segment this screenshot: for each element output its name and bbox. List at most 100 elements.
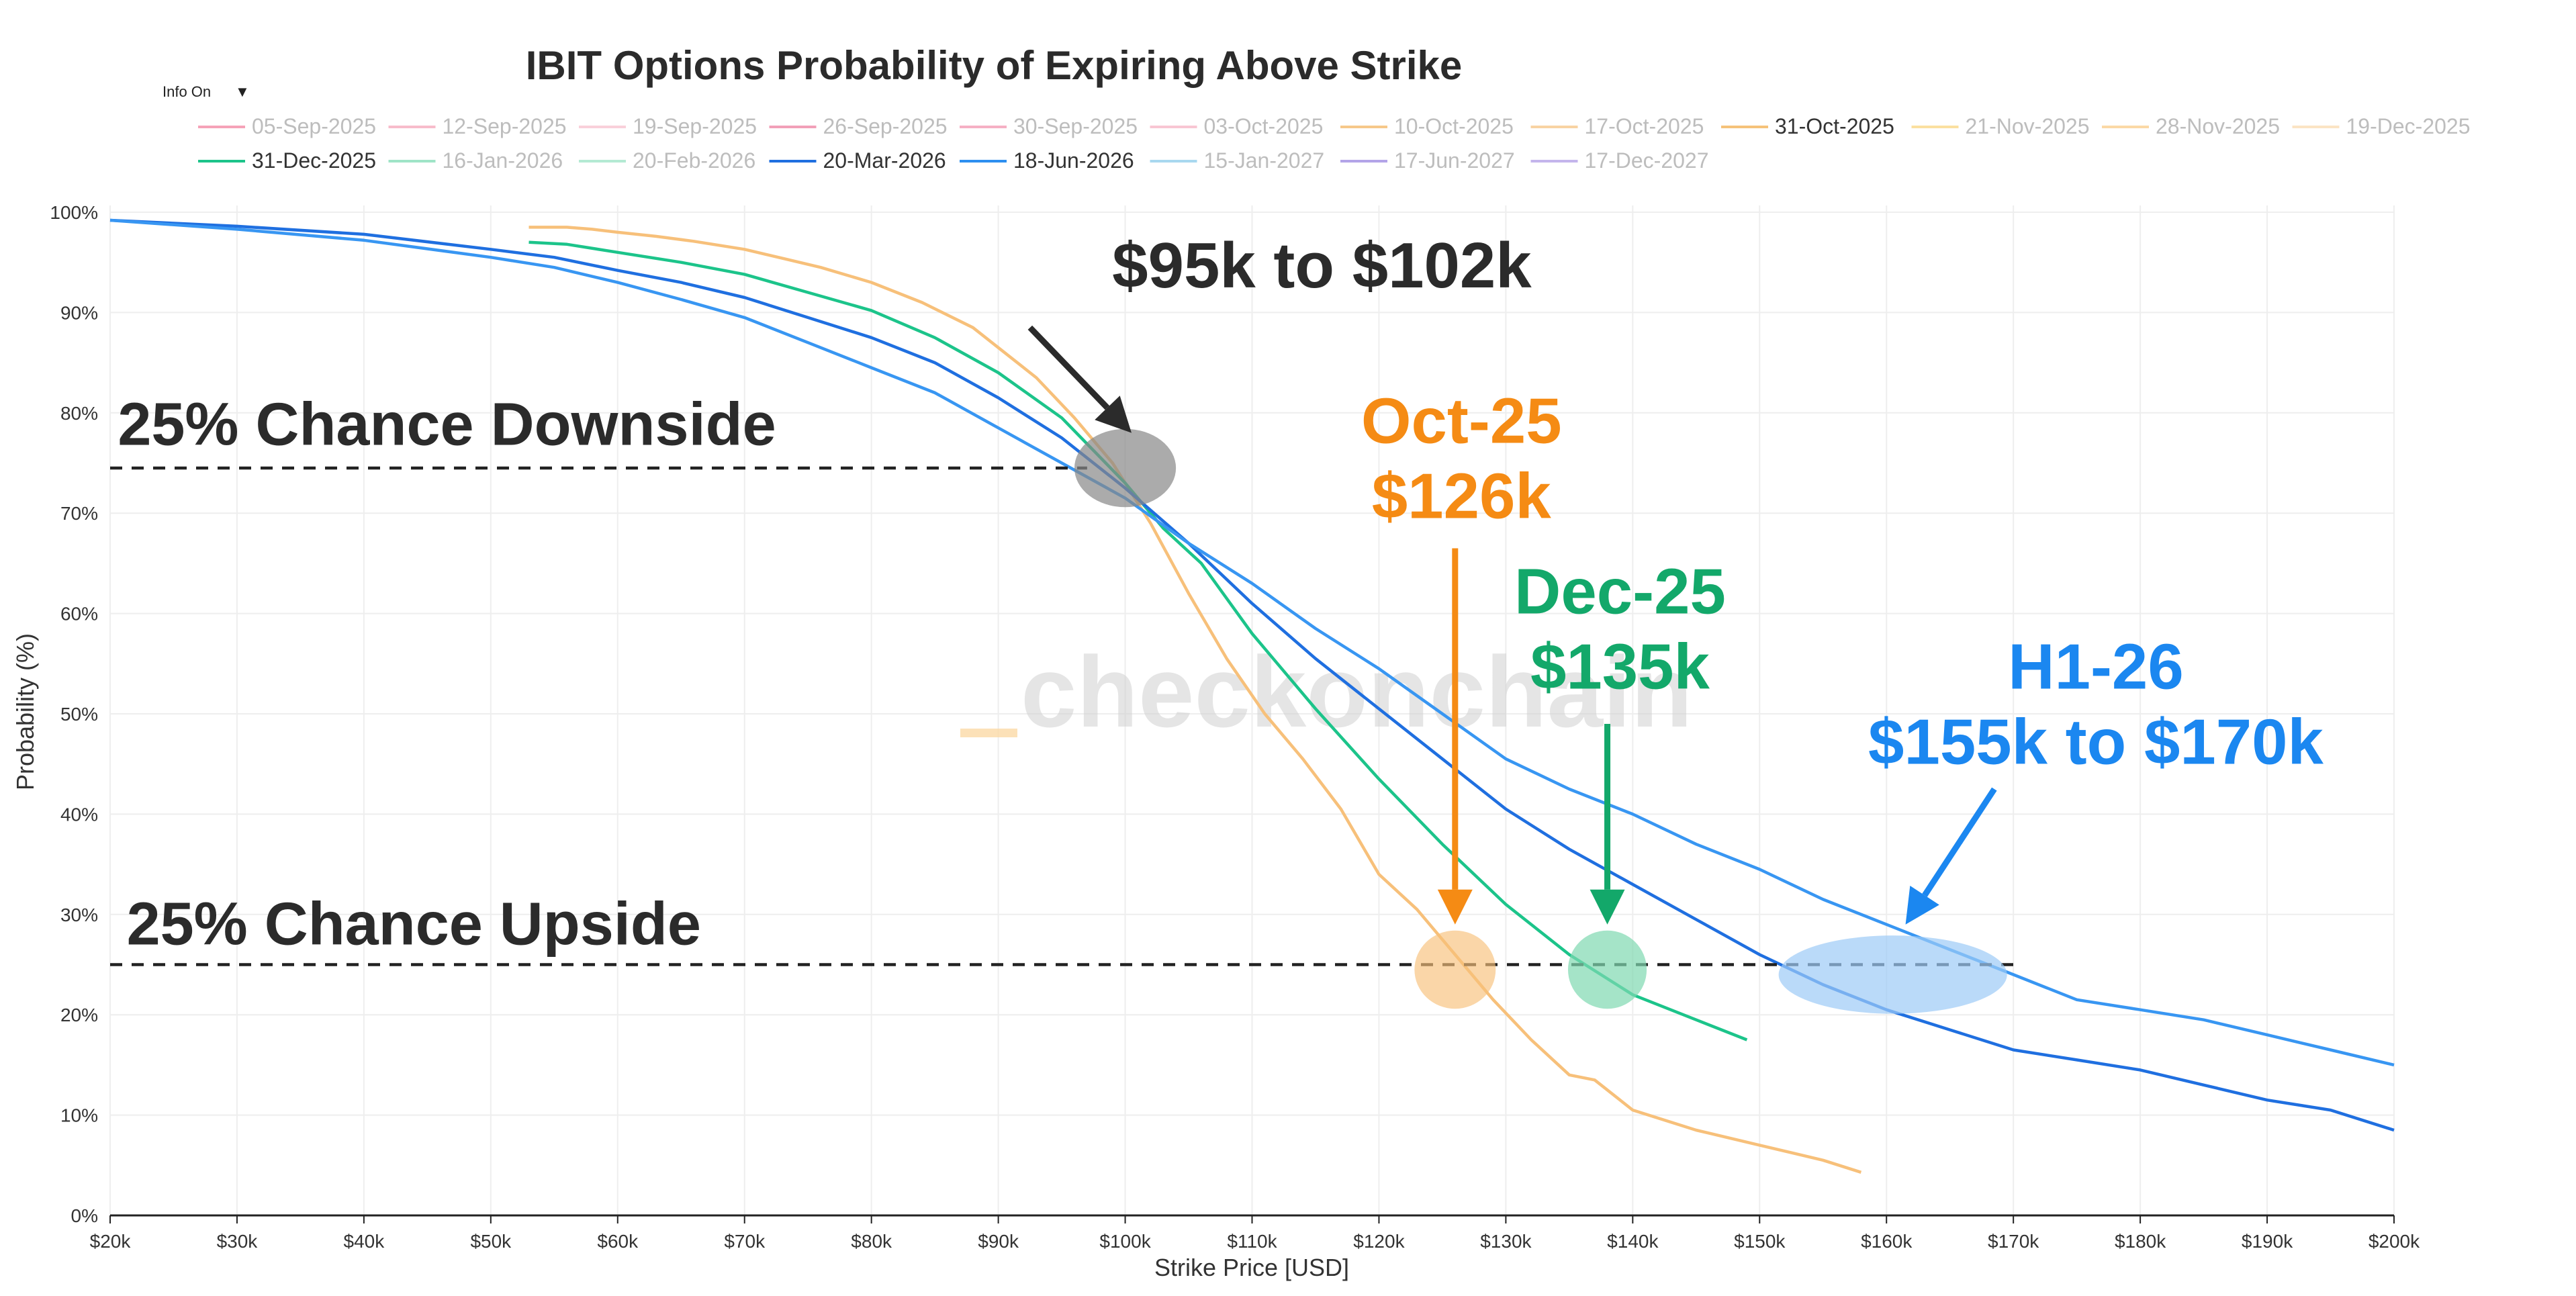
x-tick-label: $100k bbox=[1099, 1231, 1151, 1252]
legend-label: 20-Feb-2026 bbox=[633, 148, 755, 173]
annotation-arrow-1 bbox=[1437, 548, 1473, 925]
x-tick-label: $60k bbox=[597, 1231, 639, 1252]
legend-item-26-Sep-2025[interactable]: 26-Sep-2025 bbox=[769, 114, 948, 138]
x-tick-label: $80k bbox=[851, 1231, 892, 1252]
legend-item-19-Sep-2025[interactable]: 19-Sep-2025 bbox=[579, 114, 757, 138]
legend-label: 19-Sep-2025 bbox=[633, 114, 757, 138]
arrow-shaft bbox=[1027, 325, 1110, 410]
annotation-6: $155k to $170k bbox=[1868, 706, 2324, 778]
annotation-arrow-2 bbox=[1590, 723, 1625, 925]
legend-item-15-Jan-2027[interactable]: 15-Jan-2027 bbox=[1150, 148, 1325, 173]
legend-item-28-Nov-2025[interactable]: 28-Nov-2025 bbox=[2102, 114, 2280, 138]
y-tick-label: 60% bbox=[60, 604, 98, 624]
annotation-arrow-0 bbox=[1027, 325, 1132, 433]
legend-label: 30-Sep-2025 bbox=[1013, 114, 1138, 138]
annotation-1: Oct-25 bbox=[1361, 385, 1562, 457]
y-tick-label: 40% bbox=[60, 804, 98, 825]
chart-title: IBIT Options Probability of Expiring Abo… bbox=[526, 43, 1463, 88]
info-toggle[interactable]: Info On ▼ bbox=[163, 83, 250, 100]
y-tick-label: 0% bbox=[71, 1205, 98, 1226]
legend-label: 21-Nov-2025 bbox=[1966, 114, 2090, 138]
legend-item-17-Dec-2027[interactable]: 17-Dec-2027 bbox=[1530, 148, 1709, 173]
highlight-ellipse-3 bbox=[1778, 935, 2007, 1014]
legend-label: 17-Jun-2027 bbox=[1394, 148, 1515, 173]
legend-item-17-Oct-2025[interactable]: 17-Oct-2025 bbox=[1530, 114, 1704, 138]
series-line-31-Oct-2025 bbox=[528, 226, 1862, 1174]
highlight-regions bbox=[1074, 428, 2007, 1014]
legend-label: 18-Jun-2026 bbox=[1013, 148, 1134, 173]
annotation-8: 25% Chance Upside bbox=[127, 891, 701, 958]
annotation-arrow-3 bbox=[1905, 787, 1997, 925]
y-tick-label: 10% bbox=[60, 1105, 98, 1126]
arrow-head bbox=[1905, 885, 1939, 925]
legend-label: 17-Dec-2027 bbox=[1585, 148, 1709, 173]
legend-item-20-Mar-2026[interactable]: 20-Mar-2026 bbox=[769, 148, 946, 173]
x-tick-label: $130k bbox=[1480, 1231, 1532, 1252]
x-axis-ticks: $20k $30k $40k $50k $60k $70k $80k $90k $100k $11… bbox=[90, 1215, 2420, 1252]
x-tick-label: $150k bbox=[1734, 1231, 1786, 1252]
y-tick-label: 100% bbox=[50, 202, 98, 223]
highlight-ellipse-0 bbox=[1074, 428, 1177, 508]
y-tick-label: 90% bbox=[60, 302, 98, 323]
annotation-7: 25% Chance Downside bbox=[118, 391, 776, 459]
annotation-2: $126k bbox=[1372, 461, 1552, 533]
arrow-head bbox=[1590, 889, 1625, 925]
x-tick-label: $40k bbox=[344, 1231, 385, 1252]
x-tick-label: $140k bbox=[1607, 1231, 1659, 1252]
legend-item-16-Jan-2026[interactable]: 16-Jan-2026 bbox=[388, 148, 563, 173]
legend-item-21-Nov-2025[interactable]: 21-Nov-2025 bbox=[1911, 114, 2090, 138]
series-lines bbox=[109, 218, 2395, 1174]
highlight-ellipse-1 bbox=[1414, 930, 1496, 1009]
x-tick-label: $90k bbox=[978, 1231, 1019, 1252]
arrow-head bbox=[1437, 889, 1473, 925]
legend-label: 31-Dec-2025 bbox=[252, 148, 376, 173]
legend-item-18-Jun-2026[interactable]: 18-Jun-2026 bbox=[960, 148, 1134, 173]
x-tick-label: $30k bbox=[217, 1231, 259, 1252]
annotation-4: $135k bbox=[1530, 631, 1710, 703]
gridlines bbox=[109, 205, 2395, 1215]
annotation-arrows bbox=[1027, 325, 1997, 925]
legend-item-05-Sep-2025[interactable]: 05-Sep-2025 bbox=[198, 114, 376, 138]
series-line-18-Jun-2026 bbox=[109, 218, 2395, 1067]
legend-item-19-Dec-2025[interactable]: 19-Dec-2025 bbox=[2292, 114, 2471, 138]
legend-item-20-Feb-2026[interactable]: 20-Feb-2026 bbox=[579, 148, 755, 173]
legend-item-30-Sep-2025[interactable]: 30-Sep-2025 bbox=[960, 114, 1138, 138]
legend-item-31-Dec-2025[interactable]: 31-Dec-2025 bbox=[198, 148, 376, 173]
x-tick-label: $180k bbox=[2115, 1231, 2166, 1252]
y-tick-label: 80% bbox=[60, 403, 98, 424]
legend-label: 20-Mar-2026 bbox=[823, 148, 946, 173]
legend-item-12-Sep-2025[interactable]: 12-Sep-2025 bbox=[388, 114, 567, 138]
y-axis-label: Probability (%) bbox=[11, 633, 39, 790]
y-axis-ticks: 0% 10% 20% 30% 40% 50% 60% 70% 80% 90% 100% bbox=[50, 202, 98, 1226]
legend-label: 15-Jan-2027 bbox=[1204, 148, 1325, 173]
legend-label: 26-Sep-2025 bbox=[823, 114, 948, 138]
legend-label: 31-Oct-2025 bbox=[1775, 114, 1894, 138]
x-tick-label: $200k bbox=[2368, 1231, 2420, 1252]
x-axis-label: Strike Price [USD] bbox=[1154, 1254, 1349, 1281]
x-tick-label: $20k bbox=[90, 1231, 132, 1252]
legend-label: 12-Sep-2025 bbox=[443, 114, 567, 138]
arrow-head bbox=[1095, 396, 1132, 433]
x-tick-label: $110k bbox=[1227, 1231, 1277, 1252]
legend-item-31-Oct-2025[interactable]: 31-Oct-2025 bbox=[1721, 114, 1894, 138]
legend-item-10-Oct-2025[interactable]: 10-Oct-2025 bbox=[1340, 114, 1514, 138]
legend-item-17-Jun-2027[interactable]: 17-Jun-2027 bbox=[1340, 148, 1515, 173]
x-tick-label: $170k bbox=[1988, 1231, 2039, 1252]
x-tick-label: $70k bbox=[724, 1231, 766, 1252]
x-tick-label: $120k bbox=[1353, 1231, 1405, 1252]
dropdown-arrow-icon[interactable]: ▼ bbox=[235, 83, 250, 100]
annotation-3: Dec-25 bbox=[1514, 556, 1726, 628]
annotation-5: H1-26 bbox=[2008, 631, 2183, 703]
x-tick-label: $160k bbox=[1861, 1231, 1913, 1252]
watermark-underscore bbox=[960, 729, 1017, 737]
info-toggle-label: Info On bbox=[163, 83, 211, 100]
series-line-20-Mar-2026 bbox=[109, 218, 2395, 1132]
arrow-shaft bbox=[1922, 787, 1997, 897]
legend-label: 05-Sep-2025 bbox=[252, 114, 376, 138]
legend-label: 17-Oct-2025 bbox=[1585, 114, 1704, 138]
legend-item-03-Oct-2025[interactable]: 03-Oct-2025 bbox=[1150, 114, 1324, 138]
legend-label: 28-Nov-2025 bbox=[2156, 114, 2280, 138]
reference-lines bbox=[110, 466, 2014, 966]
